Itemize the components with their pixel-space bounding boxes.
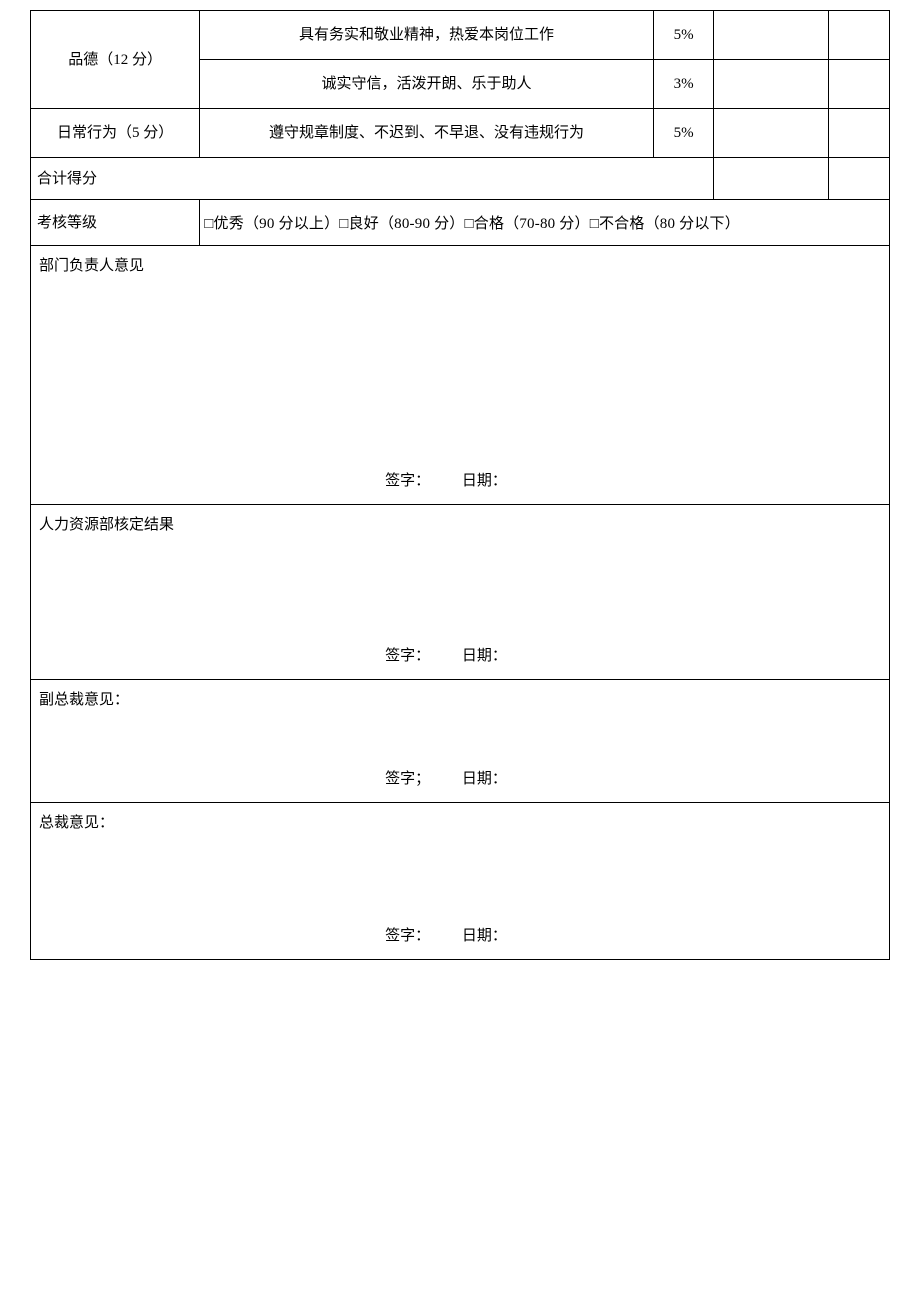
subtotal-cell [829,72,889,96]
weight-value: 5% [654,11,714,59]
grade-label: 考核等级 [31,203,199,243]
opinion-block-president: 总裁意见： 签字： 日期： [31,803,889,959]
signature-line: 签字： 日期： [31,924,889,945]
sign-label: 签字： [385,644,430,665]
category-label: 日常行为（5 分） [31,109,199,157]
category-label: 品德（12 分） [31,36,199,84]
evaluation-form-table: 品德（12 分） 具有务实和敬业精神，热爱本岗位工作 5% 诚实守信，活泼开朗、… [30,10,890,960]
opinion-row: 人力资源部核定结果 签字： 日期： [31,505,890,680]
sign-label: 签字； [385,767,430,788]
grade-row: 考核等级 □优秀（90 分以上）□良好（80-90 分）□合格（70-80 分）… [31,200,890,246]
total-label: 合计得分 [31,159,713,199]
total-score-cell [714,167,828,191]
table-row: 品德（12 分） 具有务实和敬业精神，热爱本岗位工作 5% [31,11,890,60]
opinion-block-hr: 人力资源部核定结果 签字： 日期： [31,505,889,679]
opinion-title: 副总裁意见： [39,688,129,709]
opinion-row: 部门负责人意见 签字： 日期： [31,246,890,505]
total-subtotal-cell [829,167,889,191]
score-cell [714,72,828,96]
date-label: 日期： [462,767,507,788]
opinion-title: 人力资源部核定结果 [39,513,174,534]
opinion-row: 总裁意见： 签字： 日期： [31,803,890,960]
table-row: 日常行为（5 分） 遵守规章制度、不迟到、不早退、没有违规行为 5% [31,109,890,158]
opinion-title: 总裁意见： [39,811,114,832]
opinion-block-dept: 部门负责人意见 签字： 日期： [31,246,889,504]
opinion-block-vp: 副总裁意见： 签字； 日期： [31,680,889,802]
total-row: 合计得分 [31,158,890,200]
subtotal-cell [829,23,889,47]
signature-line: 签字： 日期： [31,644,889,665]
criterion-text: 诚实守信，活泼开朗、乐于助人 [200,60,653,108]
signature-line: 签字： 日期： [31,469,889,490]
sign-label: 签字： [385,469,430,490]
opinion-row: 副总裁意见： 签字； 日期： [31,680,890,803]
score-cell [714,121,828,145]
criterion-text: 遵守规章制度、不迟到、不早退、没有违规行为 [200,109,653,157]
weight-value: 5% [654,109,714,157]
date-label: 日期： [462,644,507,665]
opinion-title: 部门负责人意见 [39,254,144,275]
date-label: 日期： [462,924,507,945]
weight-value: 3% [654,60,714,108]
date-label: 日期： [462,469,507,490]
score-cell [714,23,828,47]
criterion-text: 具有务实和敬业精神，热爱本岗位工作 [200,11,653,59]
signature-line: 签字； 日期： [31,767,889,788]
grade-options: □优秀（90 分以上）□良好（80-90 分）□合格（70-80 分）□不合格（… [200,200,889,245]
subtotal-cell [829,121,889,145]
sign-label: 签字： [385,924,430,945]
